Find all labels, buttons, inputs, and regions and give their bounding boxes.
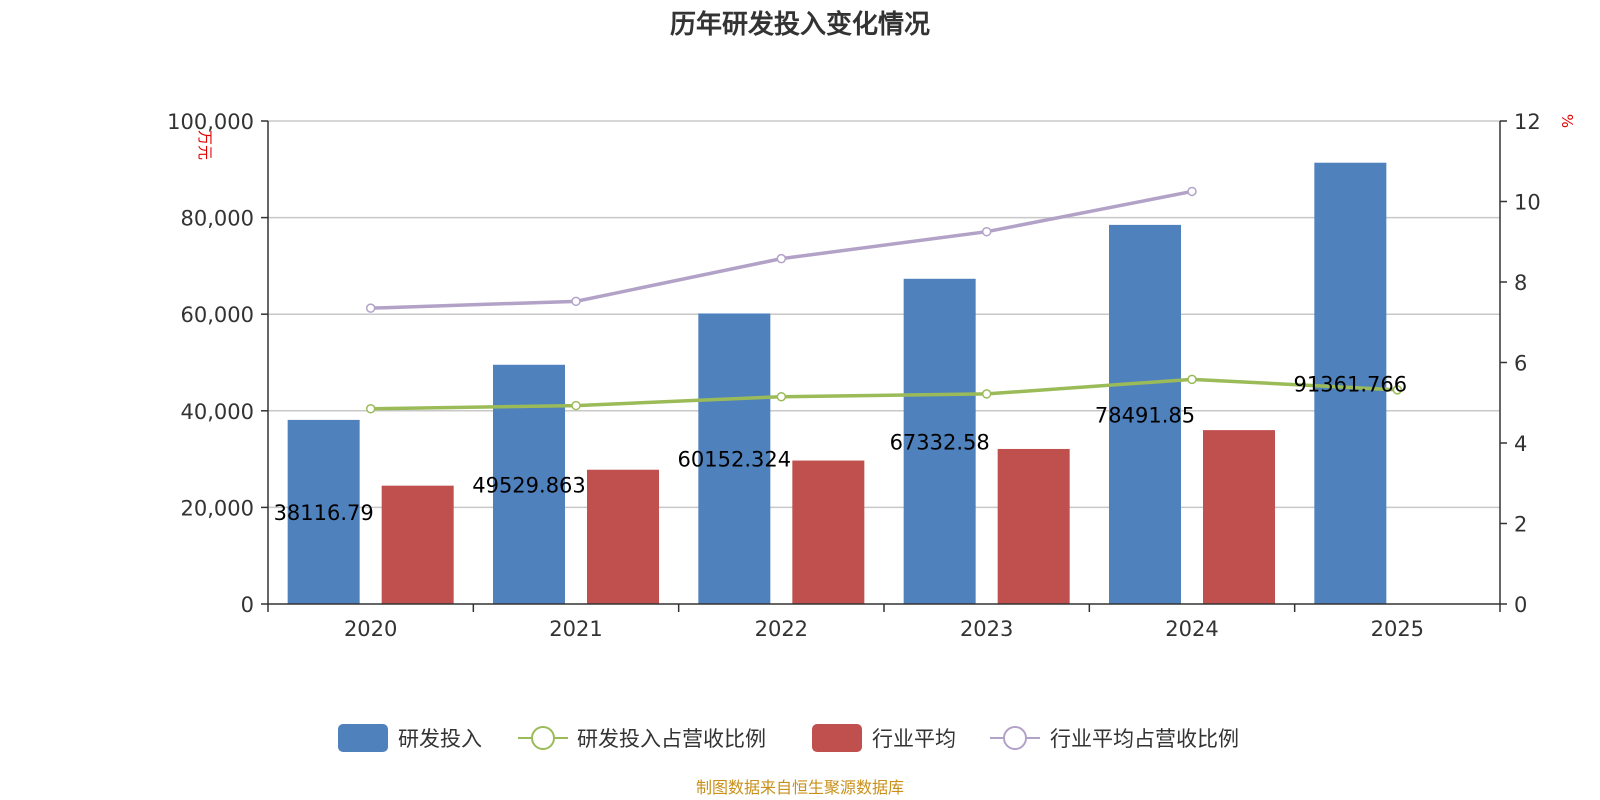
industry-ratio-point[interactable]	[1187, 186, 1197, 197]
legend-item-industry-ratio[interactable]: 行业平均占营收比例	[990, 726, 1239, 751]
y-left-tick-label: 80,000	[181, 207, 254, 231]
industry-ratio-point[interactable]	[981, 226, 992, 237]
y-right-tick-label: 2	[1514, 513, 1527, 537]
y-left-unit: 万元	[196, 130, 214, 160]
bar-rd[interactable]	[903, 278, 976, 604]
legend-label-industry: 行业平均	[872, 727, 956, 751]
rd-ratio-point[interactable]	[1187, 374, 1197, 385]
data-label-rd: 67332.58	[890, 430, 990, 454]
industry-ratio-point[interactable]	[571, 296, 581, 307]
data-labels: 38116.79 49529.863 60152.324 67332.58 78491.…	[274, 372, 1408, 525]
bar-rd[interactable]	[287, 419, 360, 604]
x-tick-label: 2021	[549, 617, 602, 641]
legend-swatch-industry	[812, 724, 862, 752]
bar-industry[interactable]	[1203, 430, 1275, 604]
industry-ratio-line	[370, 189, 1193, 310]
x-tick-label: 2025	[1371, 617, 1424, 641]
bar-industry[interactable]	[792, 460, 865, 604]
x-tick-label: 2023	[960, 617, 1013, 641]
y-right-tick-label: 10	[1514, 191, 1541, 215]
rd-ratio-point[interactable]	[981, 389, 992, 399]
rd-ratio-point[interactable]	[776, 391, 787, 402]
bar-industry[interactable]	[381, 485, 454, 604]
legend-swatch-rd	[338, 724, 388, 752]
legend-label-industry-ratio: 行业平均占营收比例	[1050, 727, 1239, 751]
ratio-lines	[365, 186, 1403, 414]
legend-item-rd-ratio[interactable]: 研发投入占营收比例	[518, 726, 766, 751]
y-left-tick-label: 100,000	[167, 110, 254, 134]
legend-label-rd-ratio: 研发投入占营收比例	[577, 727, 766, 751]
data-label-rd: 78491.85	[1095, 403, 1195, 427]
bar-rd[interactable]	[1314, 162, 1387, 605]
y-right-tick-label: 12	[1514, 110, 1541, 134]
y-left-tick-label: 0	[241, 593, 254, 617]
data-label-rd: 91361.766	[1294, 372, 1408, 396]
rd-ratio-point[interactable]	[365, 404, 376, 414]
axes: 0 20,000 40,000 60,000 80,000 100,000 0 2 4 6 8 10 1…	[167, 110, 1541, 641]
y-left-tick-label: 60,000	[181, 303, 254, 327]
industry-ratio-point[interactable]	[365, 303, 376, 313]
y-right-tick-label: 8	[1514, 271, 1527, 295]
rd-ratio-point[interactable]	[571, 400, 581, 411]
rd-ratio-point[interactable]	[1392, 385, 1403, 395]
legend-marker-rd-ratio	[531, 726, 555, 750]
legend-item-rd[interactable]: 研发投入	[338, 724, 482, 752]
y-right-unit: %	[1558, 114, 1576, 128]
y-right-tick-label: 4	[1514, 432, 1527, 456]
source-note: 制图数据来自恒生聚源数据库	[696, 778, 904, 797]
industry-ratio-point[interactable]	[776, 253, 787, 264]
legend-label-rd: 研发投入	[398, 727, 482, 751]
x-tick-label: 2022	[755, 617, 808, 641]
y-left-tick-label: 20,000	[181, 496, 254, 520]
x-tick-label: 2024	[1165, 617, 1218, 641]
bar-rd[interactable]	[1109, 224, 1181, 604]
bar-rd[interactable]	[698, 313, 771, 604]
data-label-rd: 49529.863	[472, 473, 586, 497]
legend: 研发投入 研发投入占营收比例 行业平均 行业平均占营收比例	[338, 724, 1239, 752]
bar-industry[interactable]	[997, 448, 1070, 604]
rd-ratio-line	[370, 377, 1398, 411]
legend-item-industry[interactable]: 行业平均	[812, 724, 956, 752]
grid-lines	[268, 120, 1500, 509]
y-right-tick-label: 6	[1514, 352, 1527, 376]
y-left-tick-label: 40,000	[181, 400, 254, 424]
y-right-tick-label: 0	[1514, 593, 1527, 617]
data-label-rd: 38116.79	[274, 501, 374, 525]
bar-industry[interactable]	[587, 469, 659, 604]
x-tick-label: 2020	[344, 617, 397, 641]
legend-marker-industry-ratio	[1003, 726, 1027, 750]
data-label-rd: 60152.324	[678, 448, 792, 472]
bars	[287, 162, 1387, 605]
chart-title: 历年研发投入变化情况	[670, 9, 930, 40]
